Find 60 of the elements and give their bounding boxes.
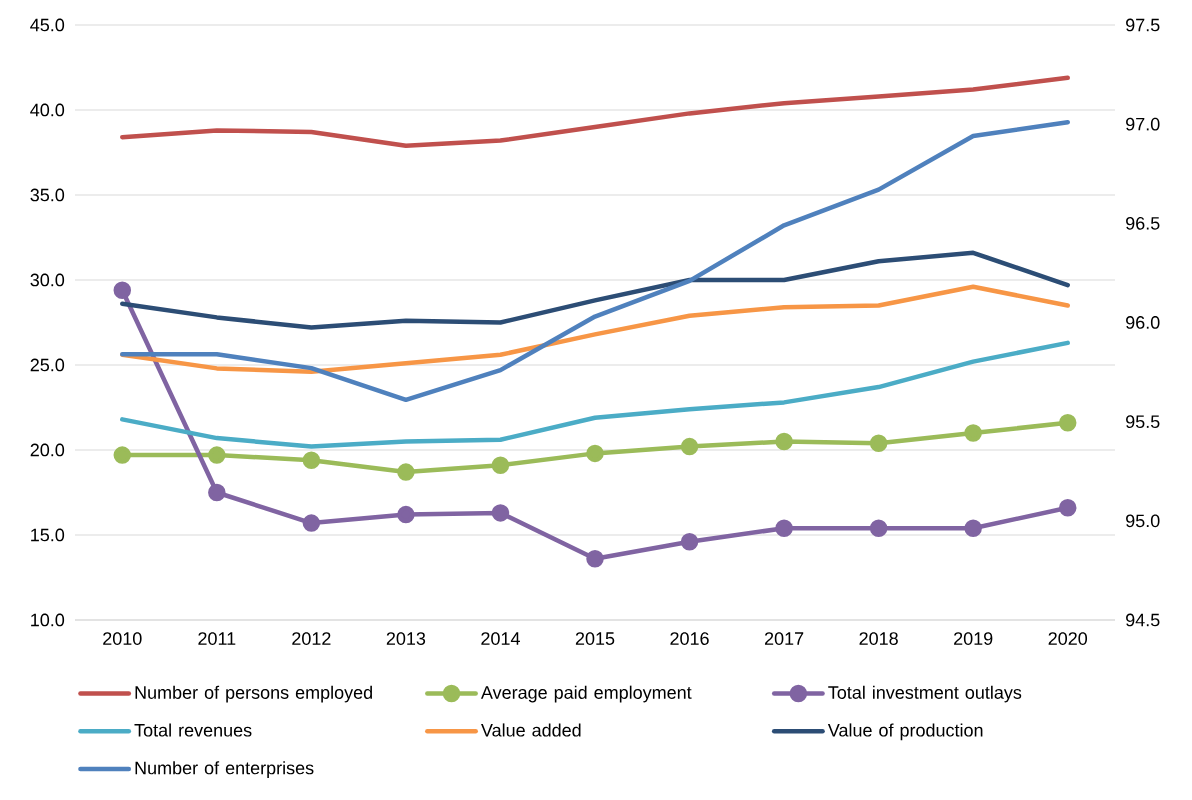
y-tick-label: 45.0 <box>30 18 65 32</box>
point <box>302 451 321 469</box>
point <box>586 444 604 463</box>
point <box>869 434 888 452</box>
line-series <box>120 75 1070 148</box>
legend-label: Number of enterprises <box>135 761 314 778</box>
point <box>1058 499 1077 517</box>
y-tick-label: 30.0 <box>30 273 65 287</box>
y-tick-label: 35.0 <box>30 188 65 202</box>
legend-label: Value added <box>481 723 581 737</box>
point <box>491 456 510 475</box>
x-tick-label: 2018 <box>859 632 898 645</box>
line-series <box>120 119 1070 403</box>
y-tick-label: 15.0 <box>31 528 65 542</box>
point <box>113 446 132 464</box>
line-series <box>120 250 1070 330</box>
x-tick-label: 2011 <box>198 632 236 645</box>
point <box>491 504 510 522</box>
point <box>397 463 415 481</box>
x-tick-label: 2012 <box>292 632 331 645</box>
point <box>397 505 415 524</box>
point <box>680 437 699 456</box>
point <box>113 281 132 299</box>
point <box>964 519 982 537</box>
point <box>208 446 226 464</box>
x-tick-label: 2019 <box>954 632 993 645</box>
y2-tick-label: 94.5 <box>1126 613 1160 627</box>
x-tick-label: 2014 <box>481 632 520 645</box>
y2-tick-label: 96.5 <box>1126 216 1160 230</box>
legend-label: Total investment outlays <box>828 685 1022 703</box>
y-tick-label: 20.0 <box>30 443 65 457</box>
y2-tick-label: 95.0 <box>1126 514 1160 528</box>
x-tick-label: 2015 <box>575 632 615 645</box>
point <box>775 432 793 451</box>
point <box>208 483 226 502</box>
x-tick-label: 2017 <box>764 632 804 645</box>
y2-tick-label: 95.5 <box>1126 415 1160 429</box>
line-series <box>120 340 1070 449</box>
y-tick-label: 25.0 <box>30 358 65 372</box>
x-tick-label: 2013 <box>386 632 426 645</box>
x-tick-label: 2016 <box>670 632 709 645</box>
legend-label: Total revenues <box>134 723 252 737</box>
legend-label: Value of production <box>827 723 983 741</box>
point <box>586 550 604 568</box>
x-tick-label: 2010 <box>103 632 142 645</box>
point <box>302 514 321 532</box>
y2-tick-label: 97.0 <box>1126 117 1160 131</box>
y2-tick-label: 97.5 <box>1126 18 1160 32</box>
point <box>964 424 982 442</box>
point <box>680 533 699 551</box>
legend-label: Number of persons employed <box>135 685 372 703</box>
y2-tick-label: 96.0 <box>1126 316 1160 329</box>
legend-label: Average paid employment <box>480 685 692 703</box>
point <box>1058 414 1077 432</box>
y-tick-label: 40.0 <box>30 103 65 117</box>
line-series <box>120 284 1070 375</box>
point <box>869 519 888 537</box>
y-tick-label: 10.0 <box>31 613 65 627</box>
x-tick-label: 2020 <box>1048 632 1088 645</box>
point <box>775 519 793 537</box>
